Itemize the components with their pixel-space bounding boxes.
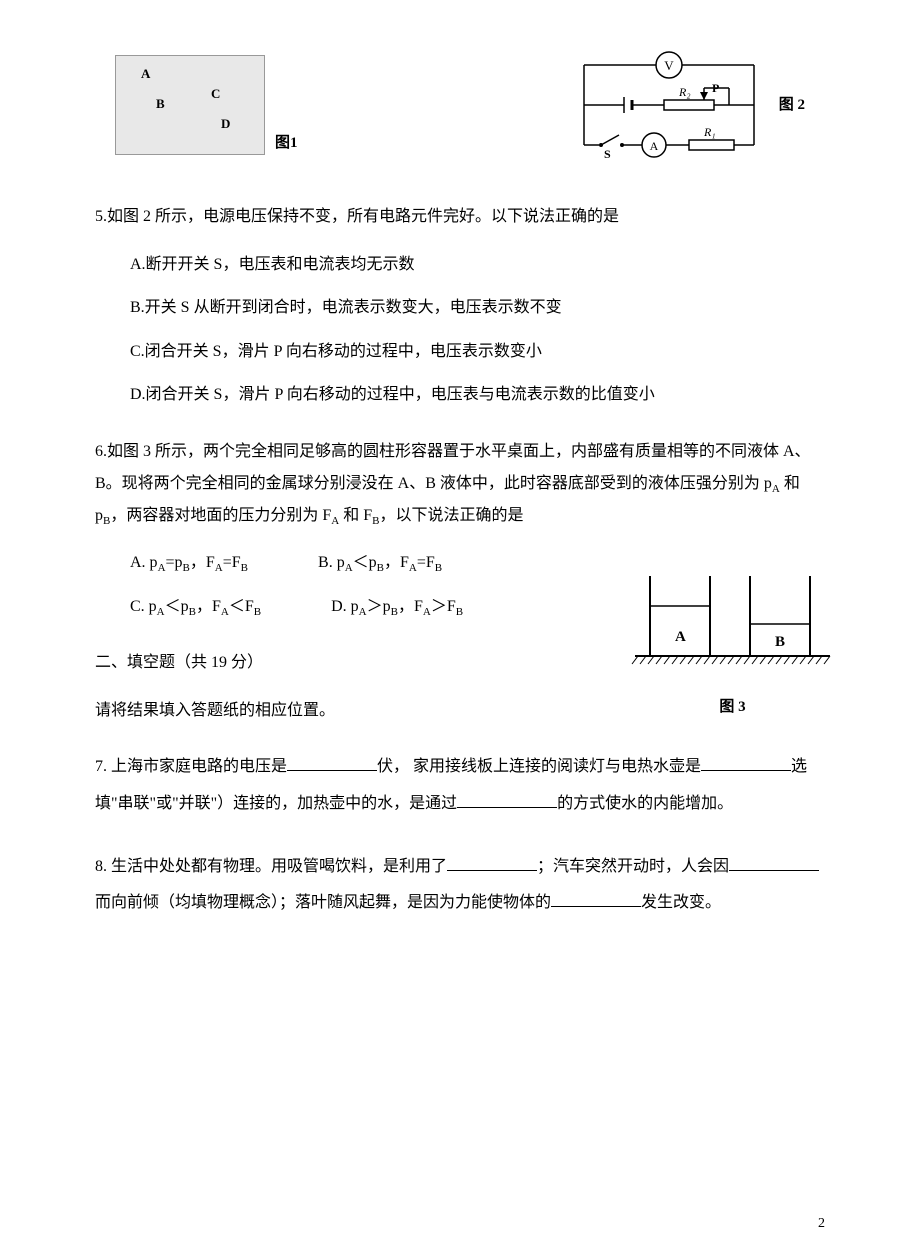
q6-option-d: D. pA＞pB，FA＞FB: [331, 594, 463, 622]
q7-part1: 7. 上海市家庭电路的电压是: [95, 758, 287, 775]
q6-option-c: C. pA＜pB，FA＜FB: [130, 594, 261, 622]
circuit-diagram: V R₂ P S A: [564, 50, 764, 160]
question-7: 7. 上海市家庭电路的电压是伏， 家用接线板上连接的阅读灯与电热水壶是选填"串联…: [95, 749, 825, 823]
q5-stem: 5.如图 2 所示，电源电压保持不变，所有电路元件完好。以下说法正确的是: [95, 200, 825, 234]
cylinders-diagram: A B: [630, 566, 835, 686]
ground-hatch: [632, 656, 830, 664]
fig3-b-label: B: [775, 634, 785, 650]
q6-option-b: B. pA＜pB，FA=FB: [318, 550, 442, 578]
fig1-label-b: B: [156, 94, 165, 115]
q7-blank-2: [701, 752, 791, 771]
fig1-label-d: D: [221, 114, 230, 135]
q8-blank-3: [551, 888, 641, 907]
q8-part2: ；汽车突然开动时，人会因: [537, 858, 729, 875]
question-6: 6.如图 3 所示，两个完全相同足够高的圆柱形容器置于水平桌面上，内部盛有质量相…: [95, 436, 825, 622]
slider-label: P: [712, 81, 719, 95]
r1-label: R₁: [703, 125, 716, 139]
q6-option-a: A. pA=pB，FA=FB: [130, 550, 248, 578]
q6-stem: 6.如图 3 所示，两个完全相同足够高的圆柱形容器置于水平桌面上，内部盛有质量相…: [95, 436, 825, 532]
figure-2: V R₂ P S A: [564, 50, 805, 160]
q5-option-d: D.闭合开关 S，滑片 P 向右移动的过程中，电压表与电流表示数的比值变小: [130, 382, 825, 408]
question-8: 8. 生活中处处都有物理。用吸管喝饮料，是利用了 ；汽车突然开动时，人会因而向前倾…: [95, 849, 825, 923]
fig3-a-label: A: [675, 629, 686, 645]
q8-part1: 8. 生活中处处都有物理。用吸管喝饮料，是利用了: [95, 858, 447, 875]
q7-part2: 伏， 家用接线板上连接的阅读灯与电热水壶是: [377, 758, 701, 775]
q7-blank-3: [457, 789, 557, 808]
q5-option-c: C.闭合开关 S，滑片 P 向右移动的过程中，电压表示数变小: [130, 339, 825, 365]
q5-option-a: A.断开开关 S，电压表和电流表均无示数: [130, 252, 825, 278]
q5-option-b: B.开关 S 从断开到闭合时，电流表示数变大，电压表示数不变: [130, 295, 825, 321]
q8-part3: 而向前倾（均填物理概念）；落叶随风起舞，是因为力能使物体的: [95, 894, 551, 911]
ammeter-label: A: [649, 139, 658, 153]
page-number: 2: [818, 1213, 825, 1235]
q5-options: A.断开开关 S，电压表和电流表均无示数 B.开关 S 从断开到闭合时，电流表示…: [95, 252, 825, 408]
figure-2-label: 图 2: [779, 93, 805, 117]
figure-3: A B: [630, 566, 835, 719]
figures-row: A B C D 图1 V: [95, 50, 825, 160]
q7-part4: 的方式使水的内能增加。: [557, 795, 733, 812]
q8-blank-2: [729, 852, 819, 871]
figure-1-photo: A B C D: [115, 55, 265, 155]
q8-blank-1: [447, 852, 537, 871]
q8-part4: 发生改变。: [641, 894, 721, 911]
fig1-label-c: C: [211, 84, 220, 105]
question-5: 5.如图 2 所示，电源电压保持不变，所有电路元件完好。以下说法正确的是 A.断…: [95, 200, 825, 408]
figure-1-label: 图1: [275, 131, 298, 155]
voltmeter-label: V: [664, 58, 674, 73]
figure-3-label: 图 3: [630, 695, 835, 719]
figure-1: A B C D 图1: [115, 55, 298, 155]
fig1-label-a: A: [141, 64, 150, 85]
r2-label: R₂: [678, 85, 691, 99]
switch-label: S: [604, 147, 611, 160]
q7-blank-1: [287, 752, 377, 771]
